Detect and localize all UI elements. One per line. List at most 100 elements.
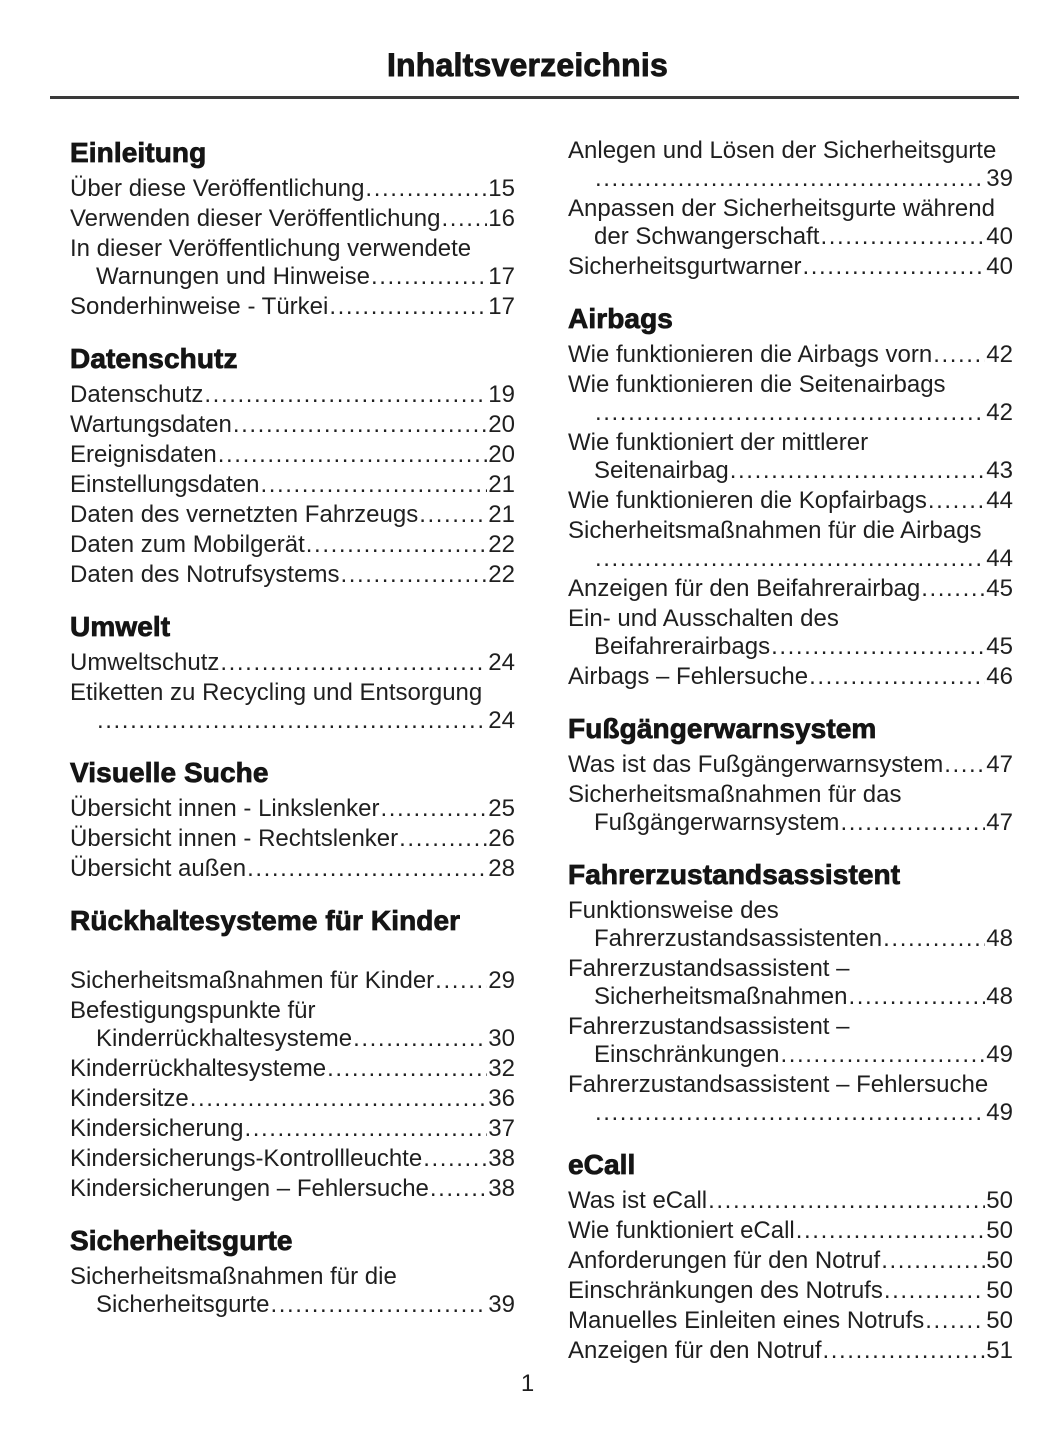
dot-leader <box>233 411 487 439</box>
toc-entry-page: 50 <box>986 1217 1013 1244</box>
toc-entry-leader-line: Beifahrerairbags 45 <box>568 633 1013 661</box>
dot-leader <box>928 487 985 515</box>
toc-entry-text-line: Sicherheitsmaßnahmen für das <box>568 781 902 808</box>
toc-entry-leader-line: Wie funktionieren die Kopfairbags 44 <box>568 487 1013 515</box>
dot-leader <box>260 471 487 499</box>
toc-entry-label: Übersicht innen - Rechtslenker <box>70 825 399 852</box>
toc-entry: Anforderungen für den Notruf 50 <box>568 1247 1013 1275</box>
toc-entry-page: 36 <box>488 1085 515 1112</box>
title-divider <box>50 96 1019 99</box>
toc-entry-text-line: Befestigungspunkte für <box>70 997 316 1024</box>
dot-leader <box>840 809 985 837</box>
toc-section-heading: eCall <box>568 1149 636 1181</box>
toc-entry-text-line: Anlegen und Lösen der Sicherheitsgurte <box>568 137 997 164</box>
toc-section: Fahrerzustandsassistent Funktionsweise de… <box>568 859 1013 1127</box>
toc-entry: Anzeigen für den Notruf 51 <box>568 1337 1013 1365</box>
toc-entry-page: 38 <box>488 1145 515 1172</box>
dot-leader <box>380 795 487 823</box>
toc-entry-leader-line: Airbags – Fehlersuche 46 <box>568 663 1013 691</box>
toc-entry-label: Seitenairbag <box>594 457 729 484</box>
toc-entry-leader-line: Sonderhinweise - Türkei 17 <box>70 293 515 321</box>
toc-entry-label: Umweltschutz <box>70 649 220 676</box>
toc-entry-text-line: Fahrerzustandsassistent – <box>568 1013 850 1040</box>
toc-entry-leader-line: Wie funktionieren die Airbags vorn 42 <box>568 341 1013 369</box>
dot-leader <box>708 1187 985 1215</box>
toc-entry-text-line: Funktionsweise des <box>568 897 779 924</box>
toc-entry-page: 42 <box>986 399 1013 426</box>
toc-entry-page: 26 <box>488 825 515 852</box>
toc-entry-page: 24 <box>488 707 515 734</box>
footer-page-number: 1 <box>520 1370 535 1397</box>
toc-entry-leader-line: Warnungen und Hinweise 17 <box>70 263 515 291</box>
toc-entry-label: Kindersitze <box>70 1085 189 1112</box>
dot-leader <box>435 967 487 995</box>
toc-entry-label: Beifahrerairbags <box>594 633 771 660</box>
toc-entry-text-line: Sicherheitsmaßnahmen für die <box>70 1263 397 1290</box>
toc-entry-label: Kindersicherungs-Kontrollleuchte <box>70 1145 423 1172</box>
toc-entry-page: 15 <box>488 175 515 202</box>
toc-entry: Sicherheitsmaßnahmen für Kinder 29 <box>70 967 515 995</box>
toc-entry-leader-line: der Schwangerschaft 40 <box>568 223 1013 251</box>
toc-entry-label: Einstellungsdaten <box>70 471 260 498</box>
dot-leader <box>399 825 487 853</box>
dot-leader <box>190 1085 488 1113</box>
toc-entry-text-line: Wie funktioniert der mittlerer <box>568 429 869 456</box>
toc-entry-label: Verwenden dieser Veröffentlichung <box>70 205 441 232</box>
toc-entry-page: 39 <box>986 165 1013 192</box>
toc-entry-label: Kindersicherungen – Fehlersuche <box>70 1175 429 1202</box>
toc-entry-page: 22 <box>488 561 515 588</box>
toc-entry-text-line: Anpassen der Sicherheitsgurte während <box>568 195 995 222</box>
dot-leader <box>371 263 487 291</box>
toc-entry: Was ist das Fußgängerwarnsystem 47 <box>568 751 1013 779</box>
toc-entry-page: 44 <box>986 487 1013 514</box>
toc-entry-leader-line: Einstellungsdaten 21 <box>70 471 515 499</box>
toc-entry-label: Was ist das Fußgängerwarnsystem <box>568 751 944 778</box>
dot-leader <box>848 983 985 1011</box>
toc-entry: Datenschutz 19 <box>70 381 515 409</box>
toc-entry: Funktionsweise des Fahrerzustandsassisten… <box>568 897 1013 953</box>
toc-entry-page: 51 <box>986 1337 1013 1364</box>
toc-section: Fußgängerwarnsystem Was ist das Fußgänger… <box>568 713 1013 837</box>
toc-entry: Daten des vernetzten Fahrzeugs 21 <box>70 501 515 529</box>
toc-section-heading: Einleitung <box>70 137 207 169</box>
toc-entry-page: 48 <box>986 983 1013 1010</box>
toc-entry: Sicherheitsgurtwarner 40 <box>568 253 1013 281</box>
toc-entry: Sicherheitsmaßnahmen für das Fußgängerwar… <box>568 781 1013 837</box>
toc-entry-page: 47 <box>986 809 1013 836</box>
dot-leader <box>442 205 488 233</box>
toc-entry-label: Übersicht innen - Linkslenker <box>70 795 380 822</box>
toc-entry-text-line: Ein- und Ausschalten des <box>568 605 839 632</box>
dot-leader <box>796 1217 986 1245</box>
toc-section-heading: Fahrerzustandsassistent <box>568 859 901 891</box>
toc-entry: Kindersicherungen – Fehlersuche 38 <box>70 1175 515 1203</box>
toc-entry-leader-line: Kindersitze 36 <box>70 1085 515 1113</box>
toc-entry-label: Manuelles Einleiten eines Notrufs <box>568 1307 925 1334</box>
dot-leader <box>780 1041 985 1069</box>
dot-leader <box>730 457 986 485</box>
toc-entry-leader-line: Übersicht außen 28 <box>70 855 515 883</box>
toc-entry-label: Einschränkungen des Notrufs <box>568 1277 883 1304</box>
toc-entry-page: 40 <box>986 253 1013 280</box>
toc-entry-text-line: Sicherheitsmaßnahmen für die Airbags <box>568 517 982 544</box>
toc-entry-label: Anforderungen für den Notruf <box>568 1247 881 1274</box>
toc-entry-leader-line: Daten zum Mobilgerät 22 <box>70 531 515 559</box>
toc-entry-label: Warnungen und Hinweise <box>96 263 370 290</box>
dot-leader <box>340 561 487 589</box>
toc-entry-page: 25 <box>488 795 515 822</box>
toc-section: Airbags Wie funktionieren die Airbags vor… <box>568 303 1013 691</box>
toc-entry: Daten zum Mobilgerät 22 <box>70 531 515 559</box>
toc-entry-leader-line: Anzeigen für den Beifahrerairbag 45 <box>568 575 1013 603</box>
toc-entry-page: 16 <box>488 205 515 232</box>
toc-entry-page: 40 <box>986 223 1013 250</box>
toc-entry-label: Fahrerzustandsassistenten <box>594 925 883 952</box>
dot-leader <box>802 253 985 281</box>
dot-leader <box>306 531 488 559</box>
dot-leader <box>244 1115 487 1143</box>
toc-entry-label: Wie funktionieren die Kopfairbags <box>568 487 927 514</box>
toc-entry: Über diese Veröffentlichung 15 <box>70 175 515 203</box>
dot-leader <box>97 707 487 735</box>
toc-entry-label: Anzeigen für den Beifahrerairbag <box>568 575 921 602</box>
toc-entry-label: Ereignisdaten <box>70 441 217 468</box>
toc-entry-leader-line: Daten des vernetzten Fahrzeugs 21 <box>70 501 515 529</box>
